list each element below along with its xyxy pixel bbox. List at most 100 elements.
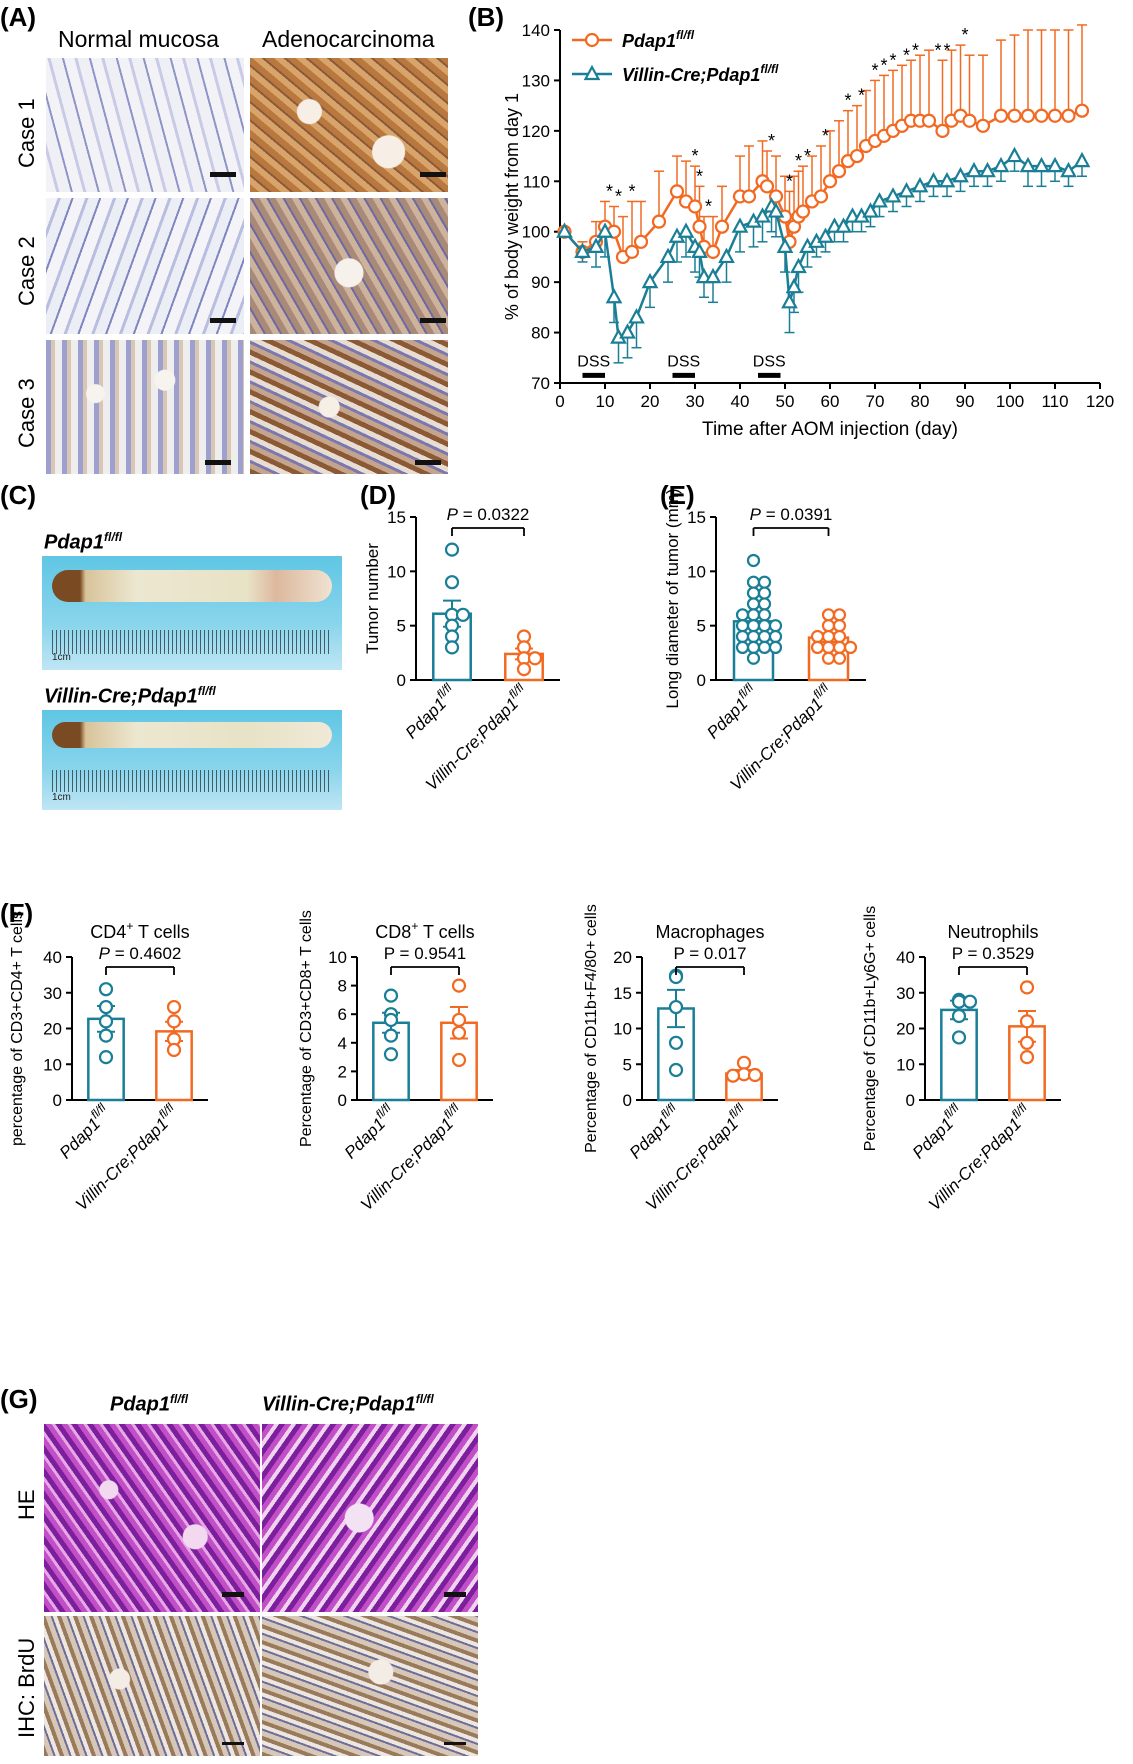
ruler-label: 1cm [52,652,71,663]
data-point [1060,161,1077,178]
colon-photo-villin: 1cm [42,710,342,810]
scale-bar [420,318,446,323]
data-point [633,234,649,249]
photo-title-top: Pdap1fl/fl [44,530,123,554]
data-point [714,219,730,234]
data-point [862,202,879,218]
scale-bar [210,318,236,323]
data-point [746,619,761,633]
data-point [516,662,532,677]
data-point [925,171,942,188]
data-point [832,608,847,622]
chart-b-body-weight: 70 80 90 100 110 120 130 140 0 10 20 30 40 50 60 70 80 90… [502,21,1114,440]
data-point [1033,156,1050,173]
significance-star: * [880,55,887,75]
data-point [768,619,783,633]
data-point [832,651,847,665]
data-point [718,247,735,264]
data-point [849,148,865,164]
data-point [1073,151,1091,168]
data-point [757,629,772,644]
data-point [651,214,667,229]
y-tick-label: 120 [522,122,550,141]
significance-star: * [615,187,622,207]
y-tick-label: 40 [43,948,62,967]
y-axis-label: Percentage of CD11b+F4/80+ cells [583,904,600,1153]
y-tick-label: 6 [338,1005,347,1024]
chart-title: CD4+ T cells [90,919,189,942]
data-point [965,161,983,178]
data-point [527,651,543,666]
category-label: Pdap1fl/fl [700,680,762,742]
scale-bar [420,172,446,177]
data-point [691,242,708,258]
data-point [975,118,991,133]
panel-d-label: (D) [360,480,397,510]
y-axis-label: Percentage of CD3+CD8+ T cells [298,910,315,1147]
data-point [596,222,614,238]
data-point [444,542,460,557]
data-point [451,1052,467,1068]
y-axis-label: percentage of CD3+CD4+ T cells [9,911,26,1146]
data-point [1046,156,1064,173]
data-point [166,1014,182,1029]
y-tick-label: 0 [906,1091,915,1110]
data-point [938,171,956,188]
data-point [746,629,761,644]
y-axis-label: Long diameter of tumor (mm) [663,488,682,708]
data-point [992,156,1010,173]
data-point [746,651,761,665]
data-point [821,651,836,665]
data-point [757,640,772,654]
micrograph-case2-normal [46,198,244,334]
significance-star: * [795,151,802,171]
y-tick-label: 10 [613,1020,632,1039]
y-tick-label: 5 [397,617,406,636]
data-point [767,202,785,218]
y-tick-label: 40 [896,948,915,967]
data-point [383,1012,399,1028]
data-point [822,174,838,189]
category-label: Pdap1fl/fl [53,1100,115,1162]
data-point [821,619,836,633]
ihc-micrograph-pdap1 [44,1616,260,1756]
data-point [451,1012,467,1028]
y-tick-label: 30 [896,984,915,1003]
data-point [451,978,467,993]
data-point [757,619,772,633]
data-point [1019,1035,1035,1050]
scale-bar [415,460,441,465]
he-micrograph-villin [262,1424,478,1612]
data-point [795,204,811,219]
data-point [451,1025,467,1040]
panel-f-label: (F) [0,898,34,928]
data-point [1061,108,1076,123]
data-point [757,608,772,622]
data-point [735,640,750,654]
y-tick-label: 0 [397,671,406,690]
colon-photo-pdap1: 1cm [42,556,342,670]
data-point [911,177,929,193]
p-value: P = 0.0391 [750,505,833,524]
data-point [444,640,460,655]
y-tick-label: 0 [697,671,706,690]
x-tick-label: 20 [641,392,660,411]
y-tick-label: 0 [623,1091,632,1110]
data-point [1034,108,1049,123]
dss-label: DSS [753,353,786,370]
data-point [817,227,834,243]
data-point [587,237,605,253]
y-tick-label: 70 [531,374,550,393]
data-point [746,553,761,568]
data-point [444,575,460,590]
x-tick-label: 40 [731,392,750,411]
data-point [704,267,722,284]
significance-star: * [934,40,941,60]
data-point [747,1067,763,1083]
data-point [705,244,721,259]
x-tick-label: 10 [596,392,615,411]
photo-title-bottom: Villin-Cre;Pdap1fl/fl [44,684,216,708]
data-point [768,640,783,654]
p-value: P = 0.017 [674,944,747,963]
significance-star: * [628,181,635,201]
